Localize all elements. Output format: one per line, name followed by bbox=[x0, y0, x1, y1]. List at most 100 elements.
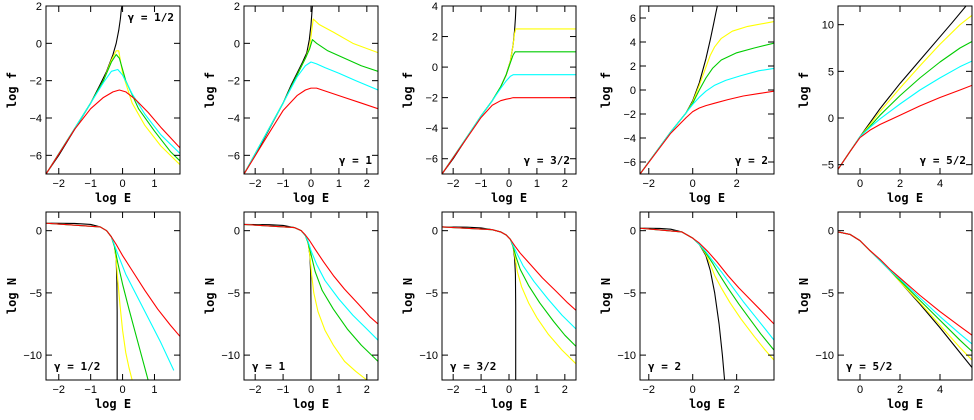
y-tick-label: −10 bbox=[815, 350, 834, 362]
x-tick-label: −1 bbox=[84, 384, 97, 396]
y-tick-label: 10 bbox=[822, 20, 834, 32]
gamma-annotation: γ = 5/2 bbox=[846, 360, 892, 373]
gamma-annotation: γ = 5/2 bbox=[920, 154, 966, 167]
y-axis-label: log f bbox=[401, 72, 415, 108]
y-tick-label: −5 bbox=[821, 160, 834, 172]
gamma-annotation: γ = 3/2 bbox=[450, 360, 496, 373]
series-line-0 bbox=[442, 6, 517, 174]
plot-frame bbox=[243, 5, 379, 175]
y-tick-label: −10 bbox=[617, 350, 636, 362]
series-group bbox=[46, 222, 180, 380]
series-line-2 bbox=[46, 53, 180, 174]
y-tick-label: −5 bbox=[227, 288, 240, 300]
x-axis-label: log E bbox=[491, 191, 527, 205]
gamma-annotation: γ = 1/2 bbox=[128, 11, 174, 24]
y-tick-label: 0 bbox=[36, 38, 42, 50]
series-line-0 bbox=[46, 6, 123, 174]
x-tick-label: 1 bbox=[336, 384, 342, 396]
x-axis-label: log E bbox=[689, 191, 725, 205]
x-axis-label: log E bbox=[95, 397, 131, 411]
series-line-2 bbox=[442, 226, 576, 347]
series-line-2 bbox=[838, 40, 972, 170]
y-tick-label: −5 bbox=[425, 288, 438, 300]
x-axis-label: log E bbox=[887, 397, 923, 411]
plot-frame bbox=[45, 5, 181, 175]
series-line-0 bbox=[640, 227, 726, 380]
series-line-4 bbox=[46, 222, 180, 337]
chart-panel-2: −2 −1 0 1 2 −6 −4 −2 0 2 4 log E log f γ = 3/2 bbox=[401, 1, 577, 205]
series-line-4 bbox=[640, 227, 774, 325]
y-tick-label: −10 bbox=[419, 350, 438, 362]
y-tick-label: 0 bbox=[234, 38, 240, 50]
y-axis-label: log N bbox=[203, 278, 217, 314]
series-line-3 bbox=[640, 227, 774, 341]
series-line-4 bbox=[244, 87, 378, 174]
x-tick-label: 0 bbox=[690, 178, 696, 190]
y-tick-label: −6 bbox=[29, 150, 42, 162]
x-tick-label: −1 bbox=[277, 384, 290, 396]
y-tick-label: −6 bbox=[227, 150, 240, 162]
series-line-2 bbox=[838, 231, 972, 352]
y-tick-label: 2 bbox=[630, 61, 636, 73]
x-tick-label: 0 bbox=[308, 178, 314, 190]
plot-frame bbox=[45, 211, 181, 381]
series-line-1 bbox=[838, 231, 972, 361]
series-group bbox=[640, 6, 774, 174]
y-tick-label: 4 bbox=[630, 37, 636, 49]
x-tick-label: −2 bbox=[249, 178, 262, 190]
y-tick-label: −10 bbox=[221, 350, 240, 362]
series-line-3 bbox=[46, 222, 175, 371]
series-line-1 bbox=[640, 227, 774, 361]
x-tick-label: 2 bbox=[364, 178, 370, 190]
series-line-1 bbox=[244, 223, 368, 380]
x-axis-label: log E bbox=[95, 191, 131, 205]
x-tick-label: −2 bbox=[447, 178, 460, 190]
y-tick-label: −2 bbox=[425, 93, 438, 105]
y-tick-label: 0 bbox=[432, 62, 438, 74]
x-tick-label: 1 bbox=[151, 384, 157, 396]
gamma-annotation: γ = 1 bbox=[252, 360, 285, 373]
y-tick-label: −5 bbox=[623, 288, 636, 300]
y-tick-label: 0 bbox=[828, 226, 834, 238]
gamma-annotation: γ = 2 bbox=[735, 154, 768, 167]
y-tick-label: 0 bbox=[630, 226, 636, 238]
gamma-annotation: γ = 1 bbox=[339, 154, 372, 167]
y-tick-label: −6 bbox=[623, 157, 636, 169]
x-axis-label: log E bbox=[293, 397, 329, 411]
y-tick-label: 5 bbox=[828, 66, 834, 78]
series-line-2 bbox=[244, 39, 378, 174]
y-tick-label: 0 bbox=[36, 226, 42, 238]
series-line-4 bbox=[838, 231, 972, 336]
y-tick-label: 0 bbox=[234, 226, 240, 238]
x-tick-label: −1 bbox=[84, 178, 97, 190]
series-line-1 bbox=[244, 18, 378, 174]
x-tick-label: 2 bbox=[364, 384, 370, 396]
y-tick-label: 2 bbox=[36, 1, 42, 13]
y-tick-label: −4 bbox=[227, 113, 240, 125]
series-line-4 bbox=[640, 90, 774, 174]
x-tick-label: 0 bbox=[120, 178, 126, 190]
plot-frame bbox=[837, 211, 973, 381]
series-group bbox=[640, 227, 774, 380]
x-tick-label: −2 bbox=[643, 384, 656, 396]
series-line-0 bbox=[838, 231, 972, 369]
series-line-4 bbox=[442, 97, 576, 174]
series-line-0 bbox=[838, 6, 967, 170]
x-tick-label: −1 bbox=[475, 178, 488, 190]
y-axis-label: log f bbox=[599, 72, 613, 108]
series-line-2 bbox=[46, 222, 149, 380]
x-tick-label: 2 bbox=[734, 384, 740, 396]
y-axis-label: log f bbox=[5, 72, 19, 108]
y-tick-label: −2 bbox=[623, 109, 636, 121]
gamma-annotation: γ = 2 bbox=[648, 360, 681, 373]
series-line-1 bbox=[46, 222, 133, 380]
y-tick-label: −4 bbox=[425, 123, 438, 135]
y-tick-label: −5 bbox=[821, 288, 834, 300]
series-group bbox=[46, 6, 180, 174]
x-axis-label: log E bbox=[689, 397, 725, 411]
series-line-3 bbox=[640, 67, 774, 174]
x-tick-label: −2 bbox=[249, 384, 262, 396]
